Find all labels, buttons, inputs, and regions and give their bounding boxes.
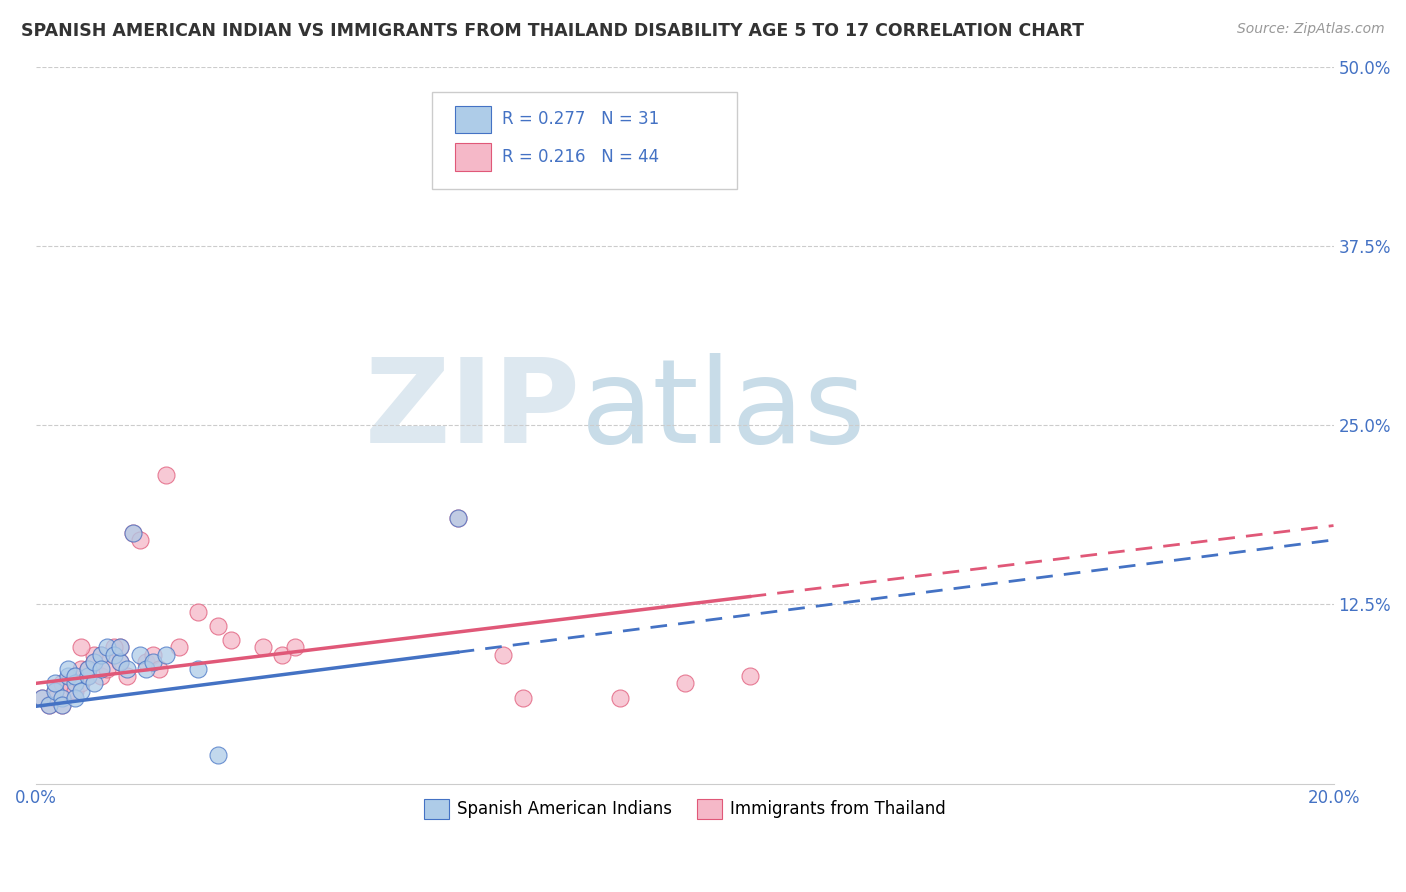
Point [38,698,60,712]
Point [110,655,132,669]
Point [58,683,80,698]
Point [122,525,145,540]
Point [76,669,98,683]
FancyBboxPatch shape [456,106,491,133]
Point [110,640,132,655]
Point [103,648,125,662]
Point [122,525,145,540]
Point [609,690,631,705]
Point [63,669,86,683]
Point [446,511,468,525]
Point [70,676,93,690]
Point [446,511,468,525]
Point [187,662,209,676]
Point [70,662,93,676]
Point [83,655,105,669]
Point [492,648,515,662]
Point [148,662,170,676]
Point [44,683,66,698]
Point [96,662,118,676]
Point [58,662,80,676]
Point [83,655,105,669]
Point [128,648,150,662]
Point [51,676,73,690]
Point [738,669,761,683]
Point [110,655,132,669]
Point [83,676,105,690]
Point [70,640,93,655]
Point [90,669,112,683]
Point [51,698,73,712]
Point [142,648,165,662]
Point [38,698,60,712]
Point [142,655,165,669]
Text: ZIP: ZIP [366,353,581,468]
Point [63,683,86,698]
Point [115,662,138,676]
Point [135,655,157,669]
Point [31,690,53,705]
Point [63,676,86,690]
Point [135,662,157,676]
Text: R = 0.216   N = 44: R = 0.216 N = 44 [502,148,659,166]
Point [155,648,177,662]
Point [58,676,80,690]
Point [76,669,98,683]
Point [252,640,274,655]
Point [44,683,66,698]
Point [44,690,66,705]
Point [90,662,112,676]
Point [96,640,118,655]
Point [155,468,177,483]
Point [219,633,242,648]
Text: R = 0.277   N = 31: R = 0.277 N = 31 [502,110,659,128]
Point [90,648,112,662]
Text: atlas: atlas [581,353,866,468]
Point [167,640,190,655]
Point [512,690,534,705]
Point [63,690,86,705]
Point [271,648,294,662]
Point [83,648,105,662]
Point [76,662,98,676]
Point [51,698,73,712]
FancyBboxPatch shape [432,92,737,188]
Point [44,676,66,690]
Point [63,669,86,683]
Text: Source: ZipAtlas.com: Source: ZipAtlas.com [1237,22,1385,37]
Point [284,640,307,655]
Point [103,640,125,655]
Legend: Spanish American Indians, Immigrants from Thailand: Spanish American Indians, Immigrants fro… [416,792,953,826]
Point [90,648,112,662]
Point [128,533,150,547]
Point [115,669,138,683]
Point [58,669,80,683]
Point [207,619,229,633]
Point [207,747,229,762]
Text: SPANISH AMERICAN INDIAN VS IMMIGRANTS FROM THAILAND DISABILITY AGE 5 TO 17 CORRE: SPANISH AMERICAN INDIAN VS IMMIGRANTS FR… [21,22,1084,40]
Point [187,605,209,619]
FancyBboxPatch shape [456,144,491,170]
Point [110,640,132,655]
Point [76,662,98,676]
Point [31,690,53,705]
Point [103,648,125,662]
Point [70,683,93,698]
Point [51,690,73,705]
Point [673,676,696,690]
